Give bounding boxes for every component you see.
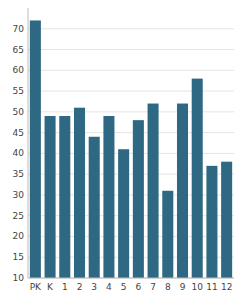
x-tick-label: 3 [91, 282, 97, 292]
y-tick-label: 30 [13, 190, 25, 200]
y-tick-label: 10 [13, 273, 25, 283]
grid-line [28, 215, 234, 216]
bar [162, 191, 173, 278]
x-tick-label: 11 [206, 282, 217, 292]
y-tick-label: 70 [13, 24, 25, 34]
grid-line [28, 91, 234, 92]
y-axis-line [28, 8, 29, 278]
bar [192, 79, 203, 278]
bars [30, 20, 232, 278]
bar [221, 162, 232, 278]
x-tick-label: 1 [62, 282, 68, 292]
grid-line [28, 49, 234, 50]
bar [45, 116, 56, 278]
bar [59, 116, 70, 278]
x-tick-label: 2 [77, 282, 83, 292]
bar [30, 20, 41, 278]
bar [118, 149, 129, 278]
x-tick-label: 6 [135, 282, 141, 292]
x-tick-label: 10 [191, 282, 203, 292]
bar [206, 166, 217, 278]
grid [28, 29, 234, 278]
x-tick-label: 12 [221, 282, 232, 292]
grid-line [28, 70, 234, 71]
grid-line [28, 236, 234, 237]
y-tick-label: 50 [13, 107, 25, 117]
bar [74, 108, 85, 278]
grid-line [28, 194, 234, 195]
x-axis: PKK123456789101112 [28, 278, 234, 292]
x-tick-label: 9 [180, 282, 186, 292]
y-tick-label: 40 [13, 148, 25, 158]
y-tick-label: 45 [13, 128, 24, 138]
y-tick-label: 20 [13, 231, 25, 241]
x-tick-label: 5 [121, 282, 127, 292]
x-tick-label: 4 [106, 282, 112, 292]
y-tick-label: 35 [13, 169, 24, 179]
bar [89, 137, 100, 278]
grid-line [28, 278, 234, 279]
bar [133, 120, 144, 278]
x-tick-label: K [47, 282, 54, 292]
grid-line [28, 28, 234, 29]
y-axis: 10 15 20 25 30 35 40 45 50 55 60 65 70 [13, 8, 28, 283]
y-tick-label: 65 [13, 45, 24, 55]
grid-line [28, 174, 234, 175]
grid-line [28, 111, 234, 112]
y-tick-label: 25 [13, 211, 24, 221]
y-tick-label: 55 [13, 86, 24, 96]
bar [148, 104, 159, 278]
y-tick-label: 60 [13, 65, 25, 75]
chart-svg: 10152025303540455055606570PKK12345678910… [0, 0, 240, 296]
bar [177, 104, 188, 278]
grid-line [28, 257, 234, 258]
y-tick-label: 15 [13, 252, 24, 262]
x-tick-label: PK [30, 282, 42, 292]
x-tick-label: 8 [165, 282, 171, 292]
x-tick-label: 7 [150, 282, 156, 292]
chart-container: 10152025303540455055606570PKK12345678910… [0, 0, 240, 296]
bar [103, 116, 114, 278]
x-axis-line [28, 278, 234, 279]
grid-line [28, 153, 234, 154]
grid-line [28, 132, 234, 133]
